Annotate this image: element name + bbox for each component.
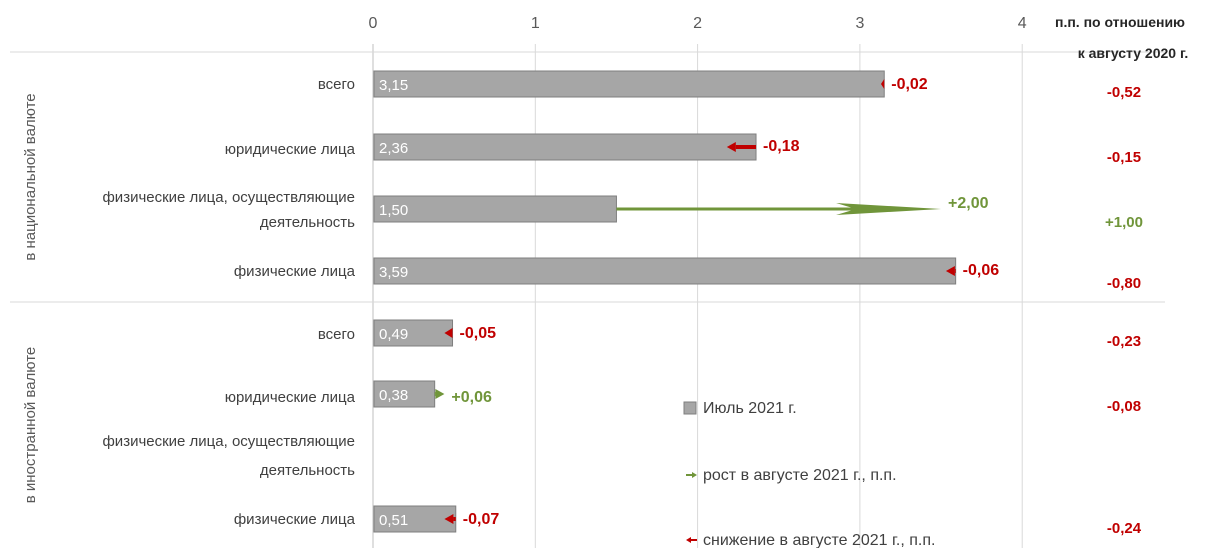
increase-arrow-head	[435, 389, 445, 399]
group-label: в национальной валюте	[22, 93, 39, 260]
x-tick-label: 0	[369, 15, 378, 32]
yoy-change-label: -0,23	[1107, 333, 1141, 350]
legend-arrow-head	[686, 537, 691, 543]
legend-label: Июль 2021 г.	[703, 400, 797, 417]
x-tick-label: 3	[855, 15, 864, 32]
data-row: всего 3,15 -0,02 -0,52	[318, 70, 1141, 101]
decrease-arrow-head	[945, 266, 955, 276]
bar-value-label: 3,59	[379, 264, 408, 281]
category-label: деятельность	[260, 462, 355, 479]
change-label: -0,06	[963, 262, 1000, 279]
decrease-arrow-head	[726, 142, 736, 152]
legend-increase-arrow-icon	[686, 472, 697, 478]
increase-arrow	[616, 203, 942, 215]
right-column-header-line-2: к августу 2020 г.	[1078, 45, 1189, 61]
group-labels: в национальной валюте в иностранной валют…	[22, 93, 39, 503]
decrease-arrow	[945, 266, 956, 276]
bar	[373, 257, 957, 285]
increase-arrow	[434, 389, 445, 399]
decrease-arrow	[444, 514, 456, 524]
bar-value-label: 2,36	[379, 140, 408, 157]
data-row: юридические лица 2,36 -0,18 -0,15	[225, 133, 1141, 166]
change-label: -0,02	[891, 76, 928, 93]
category-label: деятельность	[260, 214, 355, 231]
data-row: физические лица 0,51 -0,07 -0,24	[234, 505, 1142, 537]
bar-value-label: 3,15	[379, 77, 408, 94]
legend-decrease-arrow-icon	[686, 537, 697, 543]
bar	[373, 195, 617, 223]
bar-value-label: 0,49	[379, 326, 408, 343]
category-label: юридические лица	[225, 141, 356, 158]
decrease-arrow-head	[444, 514, 454, 524]
decrease-arrow-head	[444, 328, 453, 338]
category-label: физические лица, осуществляющие	[102, 433, 355, 450]
decrease-arrow	[726, 142, 757, 152]
yoy-change-label: -0,52	[1107, 84, 1141, 101]
category-label: физические лица	[234, 511, 356, 528]
grid-layer	[10, 44, 1165, 548]
change-label: -0,07	[463, 511, 500, 528]
increase-arrow-shape	[616, 203, 942, 215]
decrease-arrow	[444, 328, 453, 338]
legend-label: рост в августе 2021 г., п.п.	[703, 467, 897, 484]
decrease-arrow-head	[880, 79, 885, 89]
category-label: юридические лица	[225, 389, 356, 406]
change-label: +2,00	[948, 195, 989, 212]
yoy-change-label: -0,24	[1107, 520, 1142, 537]
category-label: физические лица	[234, 263, 356, 280]
bar	[373, 70, 885, 98]
legend-arrow-head	[692, 472, 697, 478]
x-tick-label: 2	[693, 15, 702, 32]
change-label: -0,05	[460, 325, 497, 342]
yoy-change-label: -0,08	[1107, 398, 1141, 415]
x-tick-label: 4	[1018, 15, 1027, 32]
decrease-arrow	[880, 79, 885, 89]
legend-label: снижение в августе 2021 г., п.п.	[703, 532, 935, 548]
bar-value-label: 0,51	[379, 512, 408, 529]
bar	[373, 133, 757, 161]
data-row: физические лица, осуществляющие деятельно…	[102, 433, 355, 479]
data-row: физические лица 3,59 -0,06 -0,80	[234, 257, 1141, 292]
data-row: всего 0,49 -0,05 -0,23	[318, 319, 1141, 350]
bar-value-label: 1,50	[379, 202, 408, 219]
right-column-header-line-1: п.п. по отношению	[1055, 14, 1185, 30]
data-row: юридические лица 0,38 +0,06 -0,08	[225, 380, 1141, 415]
yoy-change-label: +1,00	[1105, 214, 1143, 231]
data-rows: всего 3,15 -0,02 -0,52 юридические лица 2,36 -…	[102, 70, 1143, 537]
category-label: всего	[318, 76, 355, 93]
legend-gray-square-icon	[683, 401, 697, 415]
right-column-header: п.п. по отношению к августу 2020 г.	[1055, 14, 1188, 61]
group-label: в иностранной валюте	[22, 347, 39, 504]
bar	[373, 319, 454, 347]
category-label: всего	[318, 326, 355, 343]
legend: Июль 2021 г. рост в августе 2021 г., п.п.…	[683, 400, 935, 548]
change-label: +0,06	[451, 389, 492, 406]
yoy-change-label: -0,80	[1107, 275, 1141, 292]
category-label: физические лица, осуществляющие	[102, 189, 355, 206]
x-tick-label: 1	[531, 15, 540, 32]
bar-value-label: 0,38	[379, 387, 408, 404]
change-label: -0,18	[763, 138, 800, 155]
bar	[373, 380, 436, 408]
yoy-change-label: -0,15	[1107, 149, 1141, 166]
data-row: физические лица, осуществляющие деятельно…	[102, 189, 1143, 231]
x-axis-ticks: 0 1 2 3 4	[369, 15, 1027, 32]
